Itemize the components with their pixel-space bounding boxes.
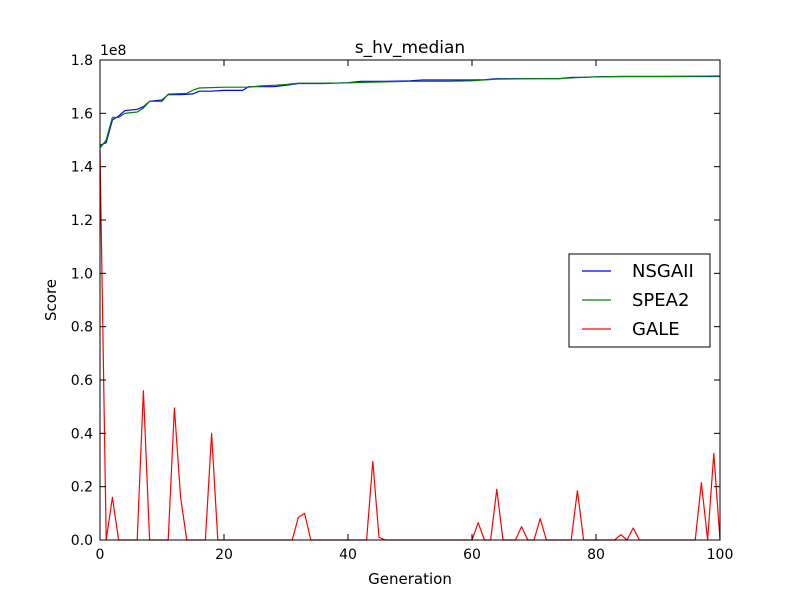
y-tick-label: 0.8 — [71, 320, 93, 336]
y-tick-label: 0.0 — [71, 533, 93, 549]
y-tick-label: 0.2 — [71, 480, 93, 496]
legend-label-nsgaii: NSGAII — [632, 261, 694, 282]
x-axis-label: Generation — [368, 570, 452, 588]
tick-layer: 0 20 40 60 80 100 0.0 0.2 0.4 0.6 0.8 1.0 1.2 1.4 1.6 1… — [71, 53, 734, 563]
x-tick-label: 0 — [96, 547, 105, 563]
plot-frame — [99, 59, 721, 541]
y-tick-label: 1.6 — [71, 106, 93, 122]
chart-title: s_hv_median — [355, 38, 465, 58]
x-tick-label: 80 — [587, 547, 605, 563]
y-axis-label: Score — [42, 279, 60, 321]
x-tick-label: 40 — [339, 547, 357, 563]
y-tick-label: 1.8 — [71, 53, 93, 69]
y-tick-label: 0.4 — [71, 426, 93, 442]
x-tick-label: 20 — [215, 547, 233, 563]
y-tick-label: 1.4 — [71, 160, 93, 176]
legend-label-gale: GALE — [632, 319, 680, 340]
legend: NSGAII SPEA2 GALE — [568, 253, 711, 348]
y-tick-label: 1.0 — [71, 266, 93, 282]
y-multiplier-label: 1e8 — [100, 43, 126, 59]
x-tick-label: 100 — [707, 547, 734, 563]
y-tick-label: 0.6 — [71, 373, 93, 389]
legend-label-spea2: SPEA2 — [632, 290, 689, 311]
series-line-nsgaii — [99, 75, 720, 146]
x-tick-label: 60 — [463, 547, 481, 563]
series-line-spea2 — [99, 75, 721, 149]
y-tick-label: 1.2 — [71, 213, 93, 229]
